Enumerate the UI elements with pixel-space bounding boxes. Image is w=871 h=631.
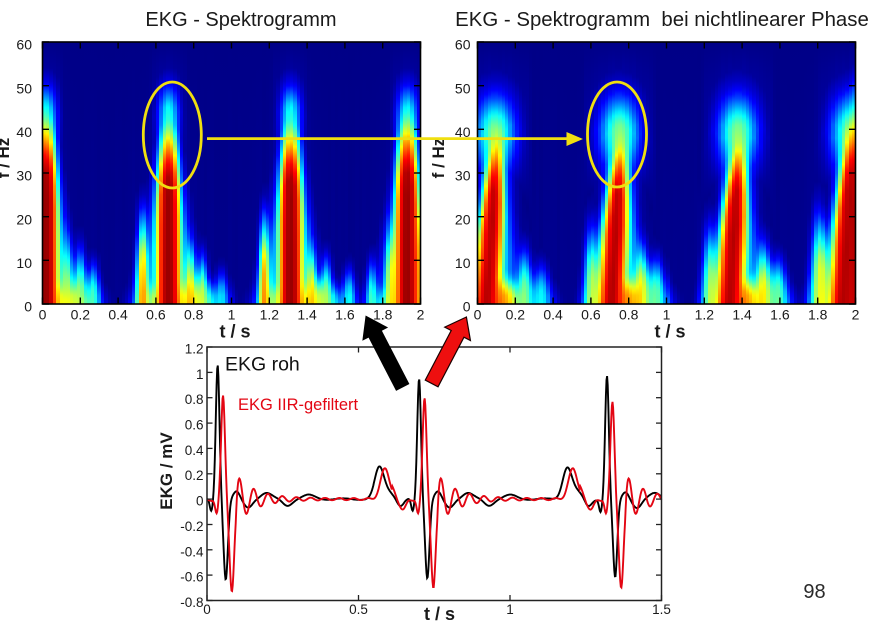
svg-text:EKG IIR-gefiltert: EKG IIR-gefiltert [238, 396, 359, 414]
svg-text:50: 50 [16, 80, 32, 96]
svg-text:20: 20 [16, 211, 32, 227]
svg-text:1.5: 1.5 [652, 602, 671, 617]
svg-text:98: 98 [803, 581, 825, 603]
svg-text:50: 50 [455, 80, 471, 96]
svg-text:10: 10 [16, 255, 32, 271]
svg-text:0.2: 0.2 [185, 468, 204, 483]
svg-text:1.2: 1.2 [695, 307, 715, 323]
svg-text:0.4: 0.4 [108, 307, 128, 323]
svg-text:1.6: 1.6 [335, 307, 355, 323]
svg-text:0: 0 [463, 299, 471, 315]
svg-text:0: 0 [203, 602, 211, 617]
svg-text:0.6: 0.6 [146, 307, 166, 323]
svg-text:t / s: t / s [424, 604, 455, 624]
svg-text:0.6: 0.6 [185, 418, 204, 433]
svg-text:-0.8: -0.8 [180, 595, 203, 610]
svg-text:1.2: 1.2 [185, 342, 204, 357]
svg-text:EKG - Spektrogramm bei nichtl: EKG - Spektrogramm bei nichtlinearer Pha… [455, 9, 869, 31]
svg-text:f / Hz: f / Hz [0, 138, 13, 179]
svg-text:-0.6: -0.6 [180, 570, 203, 585]
svg-text:f / Hz: f / Hz [429, 138, 448, 179]
svg-text:t / s: t / s [219, 322, 250, 342]
svg-text:0.5: 0.5 [349, 602, 368, 617]
svg-text:1.2: 1.2 [260, 307, 280, 323]
svg-text:30: 30 [16, 168, 32, 184]
svg-text:0.4: 0.4 [185, 443, 204, 458]
svg-text:1: 1 [506, 602, 514, 617]
svg-text:2: 2 [417, 307, 425, 323]
svg-text:0.2: 0.2 [506, 307, 526, 323]
svg-text:1.8: 1.8 [808, 307, 828, 323]
svg-text:0: 0 [474, 307, 482, 323]
svg-text:10: 10 [455, 255, 471, 271]
svg-text:1.6: 1.6 [770, 307, 790, 323]
svg-text:EKG - Spektrogramm: EKG - Spektrogramm [145, 9, 336, 31]
svg-text:0.4: 0.4 [543, 307, 563, 323]
svg-text:0: 0 [39, 307, 47, 323]
svg-text:0.6: 0.6 [581, 307, 601, 323]
svg-text:EKG roh: EKG roh [225, 354, 300, 376]
svg-text:1: 1 [196, 367, 204, 382]
svg-text:1: 1 [228, 307, 236, 323]
svg-text:20: 20 [455, 211, 471, 227]
svg-text:0: 0 [196, 494, 204, 509]
svg-text:0.8: 0.8 [184, 307, 204, 323]
svg-text:40: 40 [455, 124, 471, 140]
svg-text:30: 30 [455, 168, 471, 184]
svg-text:2: 2 [852, 307, 860, 323]
svg-text:0.2: 0.2 [71, 307, 91, 323]
svg-text:1: 1 [663, 307, 671, 323]
svg-text:0.8: 0.8 [185, 392, 204, 407]
svg-text:-0.2: -0.2 [180, 519, 203, 534]
svg-text:t / s: t / s [654, 322, 685, 342]
svg-text:-0.4: -0.4 [180, 544, 204, 559]
svg-text:40: 40 [16, 124, 32, 140]
svg-text:60: 60 [455, 37, 471, 53]
svg-text:1.4: 1.4 [732, 307, 752, 323]
svg-text:EKG / mV: EKG / mV [157, 432, 176, 510]
svg-text:0.8: 0.8 [619, 307, 639, 323]
svg-text:1.8: 1.8 [373, 307, 393, 323]
svg-text:0: 0 [24, 299, 32, 315]
svg-text:60: 60 [16, 37, 32, 53]
svg-text:1.4: 1.4 [297, 307, 317, 323]
